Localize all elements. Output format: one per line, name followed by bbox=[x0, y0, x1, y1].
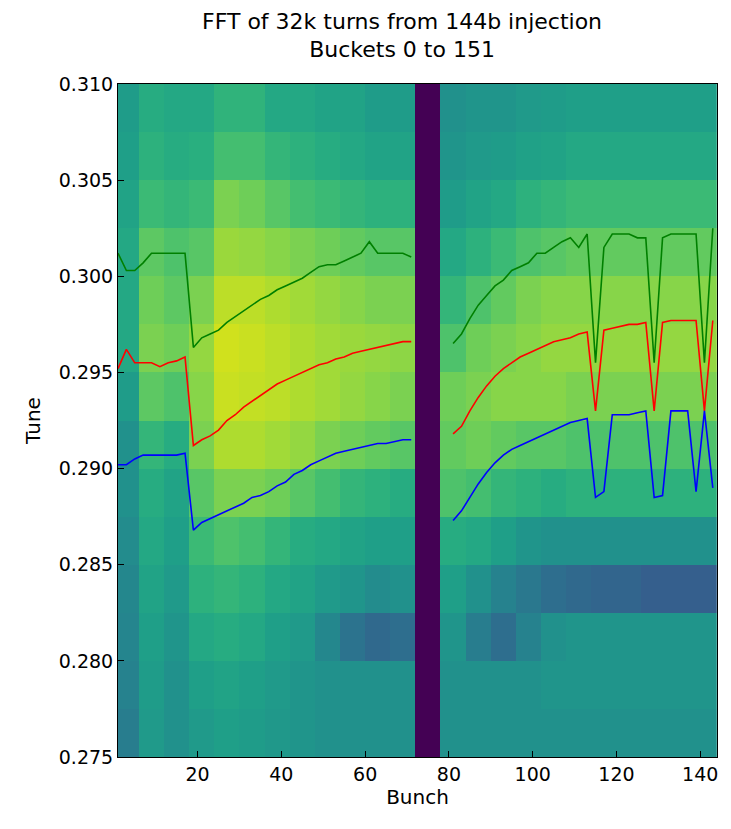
svg-text:Tune: Tune bbox=[21, 397, 45, 445]
svg-text:0.275: 0.275 bbox=[59, 746, 113, 768]
svg-text:0.310: 0.310 bbox=[59, 73, 113, 95]
svg-text:0.305: 0.305 bbox=[59, 169, 113, 191]
svg-text:20: 20 bbox=[185, 763, 209, 785]
svg-text:FFT of 32k turns from 144b inj: FFT of 32k turns from 144b injectionBuck… bbox=[202, 9, 602, 63]
svg-text:40: 40 bbox=[269, 763, 293, 785]
svg-text:120: 120 bbox=[598, 763, 634, 785]
svg-text:140: 140 bbox=[682, 763, 718, 785]
svg-text:80: 80 bbox=[437, 763, 461, 785]
svg-text:100: 100 bbox=[515, 763, 551, 785]
svg-text:60: 60 bbox=[353, 763, 377, 785]
svg-text:0.285: 0.285 bbox=[59, 553, 113, 575]
svg-text:0.295: 0.295 bbox=[59, 361, 113, 383]
svg-text:Bunch: Bunch bbox=[386, 785, 449, 809]
svg-text:0.280: 0.280 bbox=[59, 650, 113, 672]
svg-text:0.300: 0.300 bbox=[59, 265, 113, 287]
svg-text:0.290: 0.290 bbox=[59, 457, 113, 479]
